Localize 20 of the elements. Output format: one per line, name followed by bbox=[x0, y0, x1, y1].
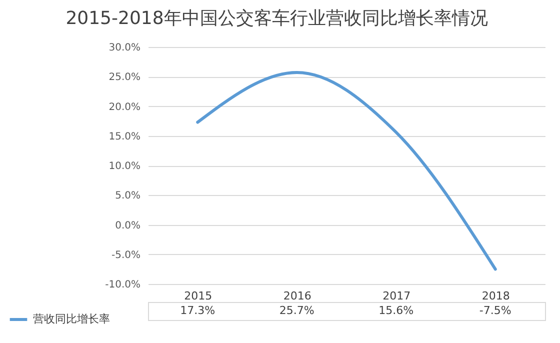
data-label: -7.5% bbox=[479, 304, 512, 317]
y-tick-label: -10.0% bbox=[105, 280, 140, 290]
x-tick-label: 2018 bbox=[482, 290, 510, 302]
x-tick-label: 2016 bbox=[283, 290, 312, 302]
data-label: 17.3% bbox=[180, 304, 216, 317]
legend-label: 营收同比增长率 bbox=[33, 312, 110, 326]
data-label: 25.7% bbox=[279, 304, 314, 317]
y-tick-label: 0.0% bbox=[115, 220, 140, 232]
chart-title: 2015-2018年中国公交客车行业营收同比增长率情况 bbox=[66, 8, 488, 29]
data-label: 15.6% bbox=[378, 304, 414, 317]
y-tick-label: -5.0% bbox=[111, 250, 140, 261]
y-tick-label: 15.0% bbox=[108, 131, 140, 142]
y-tick-label: 5.0% bbox=[115, 190, 140, 202]
x-tick-label: 2017 bbox=[382, 290, 411, 302]
y-tick-label: 20.0% bbox=[108, 102, 140, 113]
line-series bbox=[196, 70, 497, 271]
x-tick-label: 2015 bbox=[184, 290, 212, 302]
y-tick-label: 25.0% bbox=[108, 72, 140, 84]
y-tick-label: 30.0% bbox=[108, 42, 140, 54]
y-tick-label: 10.0% bbox=[108, 161, 140, 172]
